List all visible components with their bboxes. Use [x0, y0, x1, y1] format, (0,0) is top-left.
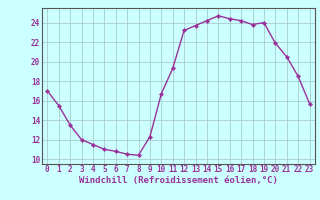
X-axis label: Windchill (Refroidissement éolien,°C): Windchill (Refroidissement éolien,°C) [79, 176, 278, 185]
